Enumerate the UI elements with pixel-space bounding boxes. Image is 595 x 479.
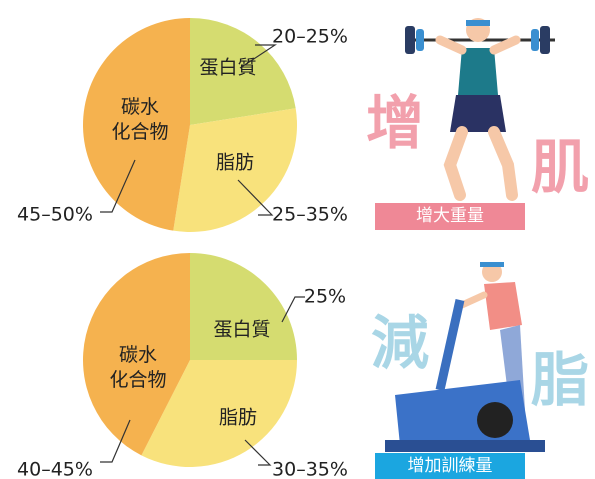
value-label: 30–35% — [272, 458, 348, 479]
slice-category: 蛋白質 — [199, 56, 256, 81]
leader-line — [245, 440, 270, 465]
slice-category: 脂肪 — [219, 406, 257, 431]
value-label: 45–50% — [17, 203, 93, 228]
big-char: 脂 — [531, 333, 589, 417]
canvas — [0, 0, 595, 479]
value-label: 20–25% — [272, 25, 348, 50]
caption-banner: 增加訓練量 — [375, 453, 525, 479]
big-char: 肌 — [531, 120, 589, 204]
big-char: 增 — [366, 76, 424, 160]
value-label: 25–35% — [272, 203, 348, 228]
caption-banner: 增大重量 — [375, 203, 525, 230]
slice-category: 碳水 化合物 — [111, 95, 168, 145]
slice-category: 脂肪 — [216, 151, 254, 176]
slice-category: 碳水 化合物 — [109, 343, 166, 393]
page: 蛋白質 20–25% 脂肪 25–35% 碳水 化合物 45–50% 蛋白質 25% 脂肪 30–… — [0, 0, 595, 479]
pie-slice — [190, 253, 297, 360]
value-label: 40–45% — [17, 458, 93, 479]
value-label: 25% — [304, 285, 346, 310]
big-char: 減 — [371, 296, 429, 380]
slice-category: 蛋白質 — [213, 318, 270, 343]
